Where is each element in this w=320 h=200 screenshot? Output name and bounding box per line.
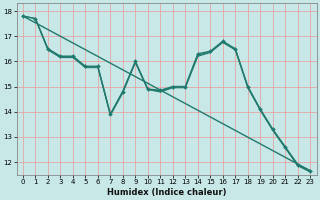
X-axis label: Humidex (Indice chaleur): Humidex (Indice chaleur) xyxy=(107,188,226,197)
